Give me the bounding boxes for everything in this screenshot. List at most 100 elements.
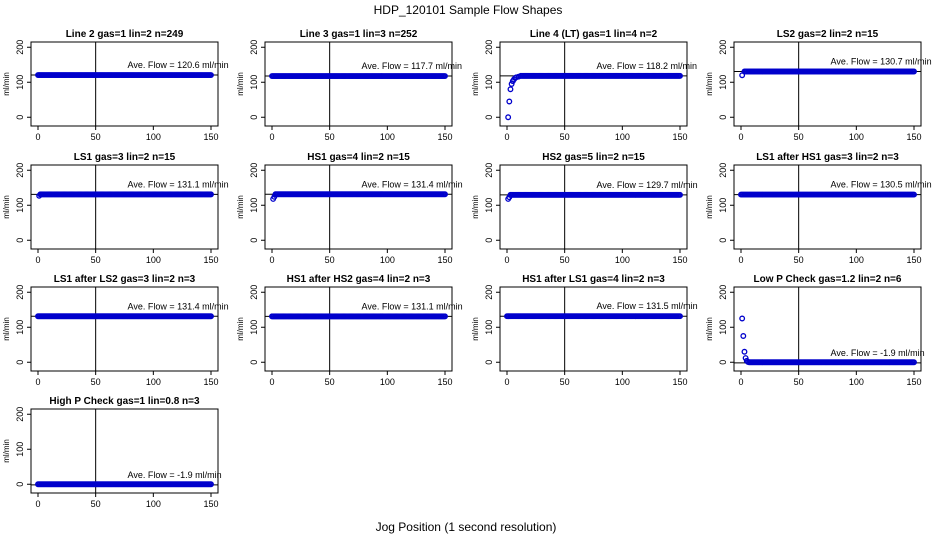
y-tick-label: 100 — [249, 75, 259, 90]
panel-title: Line 2 gas=1 lin=2 n=249 — [66, 29, 184, 40]
x-tick-label: 150 — [437, 255, 452, 265]
y-tick-label: 200 — [249, 285, 259, 300]
panel-3: Line 4 (LT) gas=1 lin=4 n=2 0 100 200 ml/min… — [471, 29, 697, 142]
data-point — [442, 73, 448, 80]
x-tick-label: 150 — [672, 377, 687, 387]
data-points — [505, 191, 683, 202]
panel-title: LS1 after HS1 gas=3 lin=2 n=3 — [756, 152, 899, 163]
data-points — [738, 191, 917, 198]
y-tick-label: 0 — [249, 360, 259, 365]
data-point — [508, 81, 515, 87]
average-flow-annotation: Ave. Flow = 131.4 ml/min — [362, 179, 463, 189]
x-tick-label: 50 — [794, 377, 804, 387]
panel-frame — [264, 286, 453, 372]
average-flow-annotation: Ave. Flow = 131.1 ml/min — [128, 179, 229, 189]
y-axis-label: ml/min — [705, 72, 714, 96]
panel-frame — [264, 164, 453, 250]
panel-1: Line 2 gas=1 lin=2 n=249 0 100 200 ml/min 0 50… — [2, 29, 229, 142]
x-tick-label: 150 — [906, 132, 921, 142]
y-axis-label: ml/min — [471, 72, 480, 96]
y-axis-label: ml/min — [471, 317, 480, 341]
x-tick-label: 0 — [35, 132, 40, 142]
x-tick-label: 100 — [146, 377, 161, 387]
x-tick-label: 50 — [91, 377, 101, 387]
y-tick-label: 100 — [15, 442, 25, 457]
x-tick-label: 0 — [504, 255, 509, 265]
panel-frame — [30, 164, 219, 250]
panel-6: HS1 gas=4 lin=2 n=15 0 100 200 ml/min 0 50 100 1… — [236, 152, 463, 265]
x-tick-label: 100 — [146, 255, 161, 265]
x-tick-label: 100 — [615, 255, 630, 265]
average-flow-annotation: Ave. Flow = 120.6 ml/min — [128, 60, 229, 70]
x-tick-label: 0 — [35, 377, 40, 387]
data-points — [269, 313, 448, 320]
x-tick-label: 150 — [203, 132, 218, 142]
panel-frame — [30, 408, 219, 494]
y-tick-label: 200 — [718, 40, 728, 55]
panel-frame — [733, 164, 922, 250]
panel-7: HS2 gas=5 lin=2 n=15 0 100 200 ml/min 0 50 100 1… — [471, 152, 698, 265]
panel-title: LS2 gas=2 lin=2 n=15 — [777, 29, 879, 40]
x-tick-label: 0 — [35, 255, 40, 265]
data-points — [505, 72, 683, 121]
data-points — [36, 191, 214, 199]
panel-frame — [733, 41, 922, 127]
x-tick-label: 150 — [906, 377, 921, 387]
x-tick-label: 50 — [794, 132, 804, 142]
x-tick-label: 0 — [269, 132, 274, 142]
x-tick-label: 50 — [325, 132, 335, 142]
average-flow-annotation: Ave. Flow = 129.7 ml/min — [597, 180, 698, 190]
data-point — [739, 315, 746, 322]
x-tick-label: 100 — [380, 132, 395, 142]
y-tick-label: 100 — [718, 75, 728, 90]
y-axis-label: ml/min — [236, 72, 245, 96]
x-tick-label: 0 — [738, 255, 743, 265]
panel-frame — [499, 41, 688, 127]
x-tick-label: 50 — [560, 132, 570, 142]
x-tick-label: 100 — [849, 255, 864, 265]
y-tick-label: 0 — [484, 238, 494, 243]
data-point — [208, 481, 214, 488]
y-axis-label: ml/min — [2, 439, 11, 463]
x-tick-label: 100 — [849, 132, 864, 142]
x-tick-label: 50 — [325, 255, 335, 265]
x-tick-label: 0 — [269, 377, 274, 387]
average-flow-annotation: Ave. Flow = 130.5 ml/min — [831, 180, 932, 190]
data-point — [677, 72, 683, 79]
panels-grid: Line 2 gas=1 lin=2 n=249 0 100 200 ml/min 0 50… — [2, 29, 932, 509]
data-point — [741, 348, 748, 355]
x-tick-label: 150 — [203, 499, 218, 509]
average-flow-annotation: Ave. Flow = 117.7 ml/min — [362, 61, 462, 71]
y-tick-label: 200 — [718, 163, 728, 178]
data-point — [677, 191, 683, 198]
x-tick-label: 50 — [91, 255, 101, 265]
x-tick-label: 50 — [91, 499, 101, 509]
y-tick-label: 200 — [249, 40, 259, 55]
panel-title: HS2 gas=5 lin=2 n=15 — [542, 152, 645, 163]
panel-frame — [30, 286, 219, 372]
y-tick-label: 200 — [484, 40, 494, 55]
data-point — [911, 359, 917, 366]
x-tick-label: 0 — [35, 499, 40, 509]
data-point — [505, 114, 512, 121]
x-tick-label: 150 — [203, 255, 218, 265]
x-tick-label: 150 — [906, 255, 921, 265]
y-tick-label: 200 — [15, 40, 25, 55]
average-flow-annotation: Ave. Flow = 131.5 ml/min — [597, 301, 698, 311]
data-points — [35, 481, 214, 488]
y-tick-label: 100 — [15, 75, 25, 90]
panel-title: High P Check gas=1 lin=0.8 n=3 — [49, 396, 200, 407]
y-tick-label: 0 — [718, 238, 728, 243]
panel-11: HS1 after LS1 gas=4 lin=2 n=3 0 100 200 ml/m… — [471, 274, 698, 387]
x-tick-label: 100 — [615, 132, 630, 142]
y-tick-label: 0 — [484, 360, 494, 365]
panel-5: LS1 gas=3 lin=2 n=15 0 100 200 ml/min 0 50 100 1… — [2, 152, 229, 265]
x-tick-label: 50 — [560, 377, 570, 387]
x-tick-label: 0 — [738, 132, 743, 142]
panel-2: Line 3 gas=1 lin=3 n=252 0 100 200 ml/min 0 50… — [236, 29, 462, 142]
y-tick-label: 100 — [484, 75, 494, 90]
x-tick-label: 0 — [504, 132, 509, 142]
y-axis-label: ml/min — [2, 317, 11, 341]
y-tick-label: 0 — [15, 360, 25, 365]
average-flow-annotation: Ave. Flow = 131.1 ml/min — [362, 301, 463, 311]
